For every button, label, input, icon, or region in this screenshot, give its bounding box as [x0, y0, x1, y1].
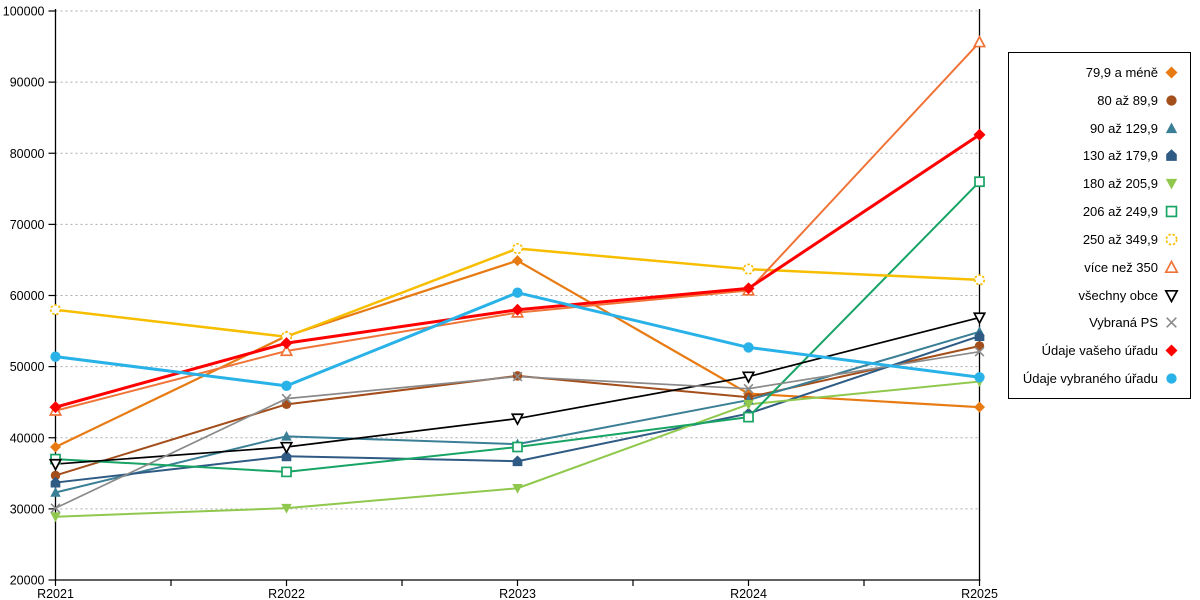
series-3-markers: [50, 330, 985, 488]
x-tick-label: R2021: [37, 587, 74, 600]
y-tick-label: 40000: [10, 431, 45, 445]
series-9-markers: [50, 346, 985, 514]
legend-marker-triangle-up-icon: [1164, 259, 1179, 273]
x-tick-label: R2022: [268, 587, 305, 600]
x-tick-label: R2023: [499, 587, 536, 600]
y-tick-label: 90000: [10, 76, 45, 90]
y-tick-label: 20000: [10, 574, 45, 588]
x-tick-label: R2025: [961, 587, 998, 600]
legend-item-4: 180 až 205,9: [1009, 176, 1190, 191]
y-tick-label: 70000: [10, 218, 45, 232]
legend-item-3: 130 až 179,9: [1009, 148, 1190, 163]
legend-item-10: Údaje vašeho úřadu: [1009, 343, 1190, 358]
y-axis-labels: 20000 30000 40000 50000 60000 70000 80000 90000…: [3, 5, 45, 588]
axes: [48, 9, 981, 586]
legend-label: 79,9 a méně: [1085, 65, 1158, 80]
legend-marker-circle-icon: [1166, 373, 1177, 384]
legend-label: 130 až 179,9: [1082, 148, 1158, 164]
legend-label: 180 až 205,9: [1082, 176, 1158, 192]
legend-marker-diamond-icon: [1165, 66, 1178, 79]
legend-label: 90 až 129,9: [1090, 120, 1158, 136]
series-8-markers: [48, 312, 987, 472]
legend-item-7: více než 350: [1009, 259, 1190, 275]
legend-marker-triangle-up-icon: [1165, 122, 1178, 133]
legend-marker-diamond-icon: [1165, 344, 1178, 357]
legend-item-9: Vybraná PS: [1009, 315, 1190, 330]
series-10-markers: [49, 128, 986, 414]
y-tick-label: 50000: [10, 360, 45, 374]
legend-marker-circle-icon: [1166, 95, 1177, 106]
legend-label: více než 350: [1084, 259, 1158, 275]
legend-item-5: 206 až 249,9: [1009, 204, 1190, 219]
y-tick-label: 30000: [10, 502, 45, 516]
series-markers: [48, 34, 987, 523]
series-line-2: [54, 330, 981, 494]
legend-label: 206 až 249,9: [1082, 204, 1158, 220]
legend-label: Údaje vybraného úřadu: [1022, 370, 1158, 386]
legend-marker-circle-icon: [1165, 233, 1178, 246]
legend-item-6: 250 až 349,9: [1009, 232, 1190, 247]
y-tick-label: 60000: [10, 289, 45, 303]
legend-item-0: 79,9 a méně: [1009, 65, 1190, 80]
series-11-markers: [50, 287, 985, 391]
x-axis-labels: R2021 R2022 R2023 R2024 R2025: [37, 587, 998, 600]
legend-marker-x-icon: [1166, 317, 1177, 329]
legend-item-2: 90 až 129,9: [1009, 121, 1190, 136]
x-tick-label: R2024: [730, 587, 767, 600]
legend-marker-triangle-down-icon: [1165, 179, 1178, 190]
legend-label: Vybraná PS: [1089, 315, 1158, 331]
y-tick-label: 80000: [10, 147, 45, 161]
legend-item-1: 80 až 89,9: [1009, 93, 1190, 108]
legend-item-11: Údaje vybraného úřadu: [1009, 371, 1190, 386]
legend-marker-pentagon-icon: [1166, 149, 1177, 162]
series-6-markers: [49, 242, 986, 343]
legend-label: všechny obce: [1078, 287, 1159, 303]
legend-marker-triangle-down-icon: [1164, 289, 1179, 303]
y-tick-label: 100000: [3, 5, 45, 19]
legend: 79,9 a méně 80 až 89,9 90 až 129,9 130 až 1…: [1008, 52, 1191, 399]
legend-item-8: všechny obce: [1009, 288, 1190, 303]
legend-marker-square-icon: [1165, 205, 1178, 218]
legend-label: 80 až 89,9: [1097, 92, 1158, 108]
legend-label: Údaje vašeho úřadu: [1041, 343, 1158, 359]
legend-label: 250 až 349,9: [1082, 231, 1158, 247]
